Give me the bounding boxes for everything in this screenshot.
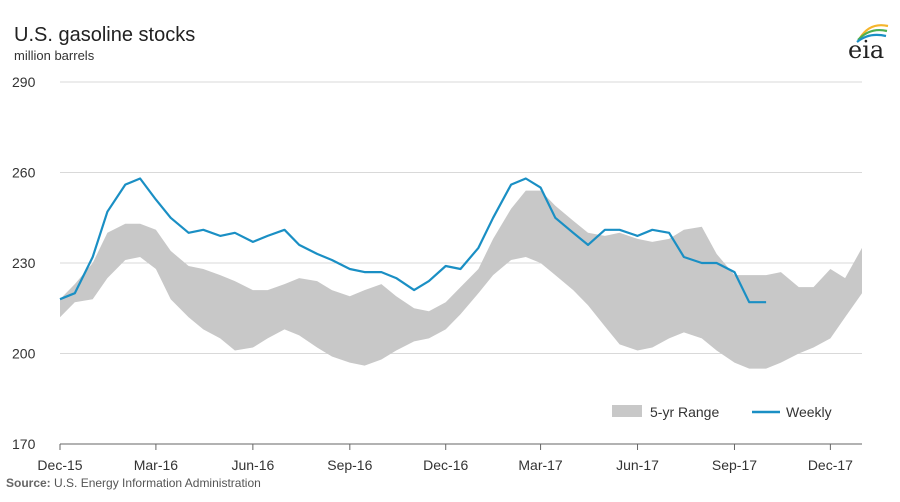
legend-swatch-range xyxy=(612,405,642,417)
eia-logo-icon xyxy=(856,24,889,43)
y-tick-label: 260 xyxy=(12,165,36,181)
x-tick-label: Mar-17 xyxy=(518,457,563,473)
x-tick-label: Dec-17 xyxy=(808,457,853,473)
source-text: U.S. Energy Information Administration xyxy=(54,476,261,490)
source-label: Source: xyxy=(6,476,51,490)
y-tick-label: 290 xyxy=(12,74,36,90)
range-band xyxy=(60,190,862,369)
y-tick-label: 230 xyxy=(12,255,36,271)
legend-label-range: 5-yr Range xyxy=(650,404,719,420)
x-tick-label: Jun-16 xyxy=(231,457,274,473)
chart-title: U.S. gasoline stocks xyxy=(14,24,196,46)
legend-label-weekly: Weekly xyxy=(786,404,832,420)
source-note: Source: U.S. Energy Information Administ… xyxy=(6,476,261,490)
chart-subtitle: million barrels xyxy=(14,48,95,63)
y-tick-label: 170 xyxy=(12,436,36,452)
x-tick-label: Jun-17 xyxy=(616,457,659,473)
x-tick-label: Dec-15 xyxy=(37,457,82,473)
y-tick-label: 200 xyxy=(12,346,36,362)
x-tick-label: Sep-17 xyxy=(712,457,757,473)
eia-logo-text: eia xyxy=(848,36,885,64)
x-tick-label: Sep-16 xyxy=(327,457,372,473)
x-tick-label: Mar-16 xyxy=(134,457,179,473)
weekly-line xyxy=(59,177,767,304)
x-tick-label: Dec-16 xyxy=(423,457,468,473)
